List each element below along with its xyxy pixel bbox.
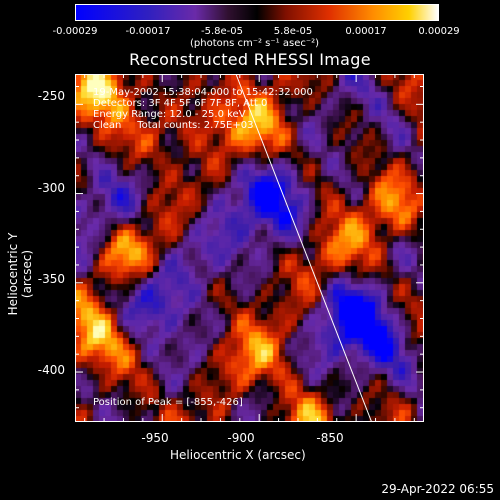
plot-overlay [75,74,424,422]
x-axis-label: Heliocentric X (arcsec) [170,448,306,462]
annotation-clean: Clean Total counts: 2.75E+03 [93,120,254,131]
colorbar [75,4,439,21]
solar-limb-line [235,74,373,422]
annotation-time: 19-May-2002 15:38:04.000 to 15:42:32.000 [93,87,313,98]
chart-title: Reconstructed RHESSI Image [129,50,371,69]
colorbar-tick: -0.00029 [52,26,98,37]
colorbar-units: (photons cm⁻² s⁻¹ asec⁻²) [190,38,320,49]
annotation-energy: Energy Range: 12.0 - 25.0 keV [93,109,246,120]
plot-frame [75,74,424,422]
x-tick-label: -950 [141,431,169,445]
x-tick-label: -850 [316,431,344,445]
timestamp: 29-Apr-2022 06:55 [381,482,494,496]
y-tick-label: -400 [37,363,65,377]
annotation-peak: Position of Peak = [-855,-426] [93,397,243,408]
colorbar-tick: 5.8e-05 [273,26,313,37]
heatmap-image [75,74,424,422]
plot-area: 19-May-2002 15:38:04.000 to 15:42:32.000… [75,74,424,422]
x-tick-label: -900 [227,431,255,445]
y-tick-label: -350 [37,272,65,286]
annotation-detectors: Detectors: 3F 4F 5F 6F 7F 8F, Att 0 [93,98,268,109]
y-tick-label: -300 [37,181,65,195]
colorbar-tick: 0.00029 [418,26,460,37]
y-axis-label: Heliocentric Y (arcsec) [6,232,34,316]
colorbar-tick: 0.00017 [345,26,387,37]
y-tick-label: -250 [37,89,65,103]
colorbar-tick: -0.00017 [125,26,171,37]
colorbar-tick: -5.8e-05 [201,26,243,37]
